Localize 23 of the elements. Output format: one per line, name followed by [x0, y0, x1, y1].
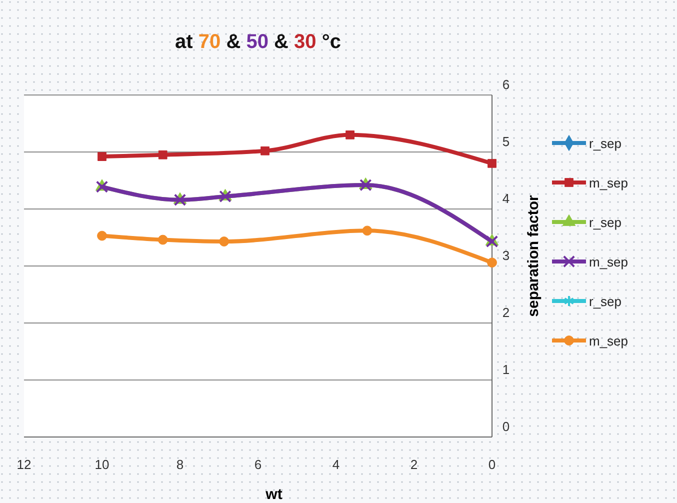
x-tick-label: 10	[94, 457, 110, 472]
y-tick-label: 5	[502, 134, 510, 149]
y-tick-label: 6	[502, 77, 510, 92]
x-axis-title: wt	[264, 486, 282, 503]
legend-label: r_sep	[589, 215, 622, 230]
y-tick-label: 3	[502, 248, 510, 263]
x-tick-label: 0	[488, 457, 496, 472]
chart-title: at 70 & 50 & 30 °c	[175, 31, 341, 53]
x-tick-label: 4	[332, 457, 340, 472]
legend-label: m_sep	[589, 254, 628, 270]
x-tick-label: 6	[254, 457, 262, 472]
x-tick-label: 8	[176, 457, 184, 472]
x-tick-label: 12	[16, 457, 32, 472]
legend-label: m_sep	[589, 334, 628, 348]
y-axis-title: separation factor	[525, 194, 542, 317]
y-tick-label: 1	[502, 362, 510, 377]
y-tick-label: 4	[502, 191, 510, 206]
y-tick-label: 2	[502, 305, 510, 320]
legend-label: r_sep	[589, 136, 622, 151]
x-tick-label: 2	[410, 457, 418, 472]
y-tick-label: 0	[502, 419, 510, 434]
legend-label: r_sep	[589, 294, 622, 309]
legend-label: m_sep	[589, 176, 628, 190]
